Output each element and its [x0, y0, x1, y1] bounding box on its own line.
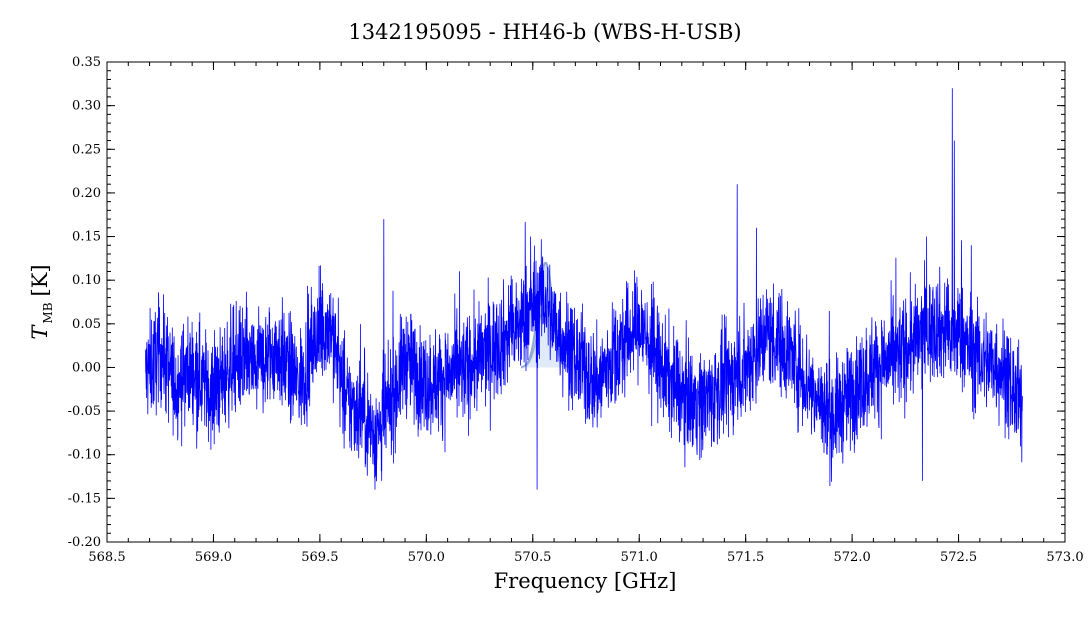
y-tick-label: 0.10: [72, 273, 101, 288]
y-tick-label: 0.15: [72, 230, 101, 245]
x-tick-label: 568.5: [88, 550, 125, 565]
x-tick-label: 570.5: [514, 550, 551, 565]
y-tick-label: 0.25: [72, 142, 101, 157]
y-axis-label-sub: MB: [41, 302, 55, 323]
spectrum-trace: [144, 88, 1023, 490]
x-tick-label: 571.5: [727, 550, 764, 565]
y-tick-label: 0.00: [72, 360, 101, 375]
x-tick-label: 572.0: [834, 550, 871, 565]
axes-frame: [106, 61, 1066, 543]
y-tick-label: -0.20: [68, 535, 101, 550]
y-axis-label-main: T: [28, 324, 52, 340]
x-axis-label: Frequency [GHz]: [494, 569, 677, 593]
x-tick-label: 569.0: [195, 550, 232, 565]
y-tick-label: 0.30: [72, 99, 101, 114]
x-tick-label: 570.0: [408, 550, 445, 565]
model-band-inner: [522, 306, 569, 368]
chart-title: 1342195095 - HH46-b (WBS-H-USB): [348, 20, 741, 44]
y-tick-label: 0.35: [72, 55, 101, 70]
plot-area: [106, 61, 1066, 543]
x-axis: 568.5 569.0 569.5 570.0 570.5 571.0 571.5 572.0…: [88, 62, 1084, 565]
y-tick-label: -0.15: [68, 491, 101, 506]
x-tick-label: 572.5: [940, 550, 977, 565]
y-tick-label: -0.05: [68, 404, 101, 419]
svg-text:TMB[K]: TMB [K]: [28, 264, 55, 339]
x-tick-label: 571.0: [621, 550, 658, 565]
y-tick-label: -0.10: [68, 448, 101, 463]
y-axis-label-unit: [K]: [28, 264, 52, 296]
x-tick-label: 573.0: [1046, 550, 1083, 565]
y-tick-label: 0.20: [72, 186, 101, 201]
x-tick-label: 569.5: [301, 550, 338, 565]
y-axis-label: TMB [K]: [28, 264, 55, 339]
y-axis: 0.35 0.30 0.25 0.20 0.15 0.10 0.05 0.00 -0.05 -0.…: [68, 55, 1065, 550]
y-tick-label: 0.05: [72, 317, 101, 332]
spectrum-line: [144, 88, 1023, 490]
